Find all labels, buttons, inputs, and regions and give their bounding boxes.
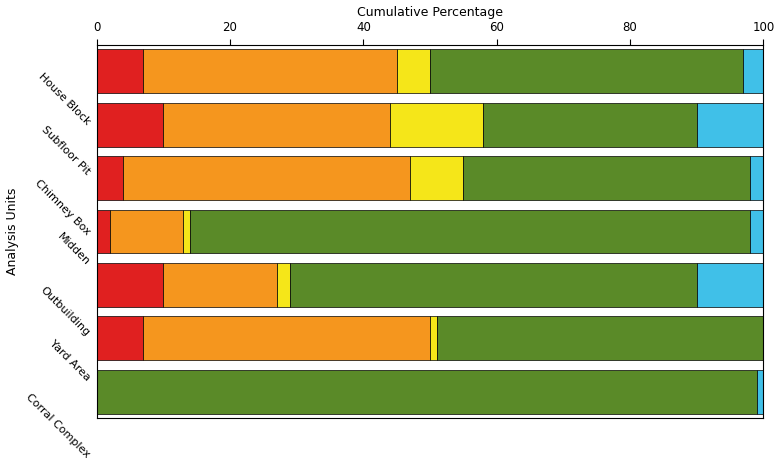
Bar: [97, 49, 144, 93]
Bar: [290, 263, 697, 307]
Bar: [97, 263, 163, 307]
Bar: [390, 103, 484, 146]
Bar: [697, 263, 764, 307]
Bar: [144, 316, 430, 360]
Bar: [743, 49, 764, 93]
Bar: [430, 316, 437, 360]
Bar: [430, 49, 743, 93]
Bar: [183, 210, 190, 254]
Bar: [190, 210, 750, 254]
Bar: [163, 263, 277, 307]
Y-axis label: Analysis Units: Analysis Units: [5, 188, 19, 275]
Bar: [110, 210, 183, 254]
Bar: [97, 156, 123, 200]
Bar: [410, 156, 463, 200]
Bar: [463, 156, 750, 200]
Bar: [437, 316, 764, 360]
Bar: [757, 370, 764, 413]
Bar: [144, 49, 397, 93]
Bar: [277, 263, 290, 307]
Bar: [750, 156, 764, 200]
Bar: [97, 316, 144, 360]
X-axis label: Cumulative Percentage: Cumulative Percentage: [357, 6, 503, 19]
Bar: [123, 156, 410, 200]
Bar: [163, 103, 390, 146]
Bar: [697, 103, 764, 146]
Bar: [397, 49, 430, 93]
Bar: [97, 370, 757, 413]
Bar: [750, 210, 764, 254]
Bar: [97, 103, 163, 146]
Bar: [484, 103, 697, 146]
Bar: [97, 210, 110, 254]
